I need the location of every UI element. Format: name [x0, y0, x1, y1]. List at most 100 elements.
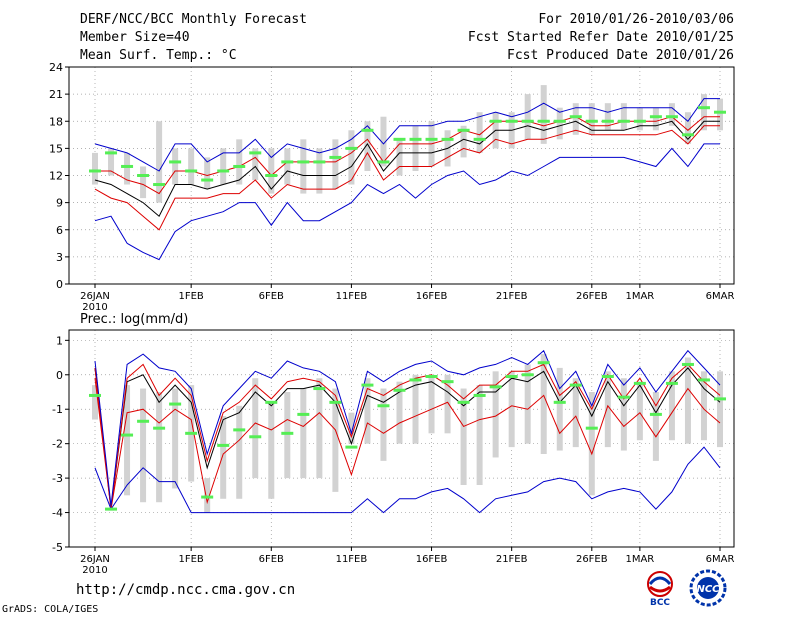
ensemble-box	[348, 412, 355, 444]
ensemble-box	[92, 152, 98, 185]
ensemble-box	[460, 388, 467, 485]
x-tick-label: 6FEB	[259, 291, 284, 302]
median-marker	[297, 412, 310, 416]
median-marker	[249, 151, 262, 155]
median-marker	[185, 431, 198, 435]
ensemble-box	[572, 103, 579, 135]
median-marker	[233, 428, 246, 432]
y-tick-label: 12	[49, 170, 63, 183]
ensemble-box	[204, 157, 211, 190]
grads-credit: GrADS: COLA/IGES	[2, 604, 99, 615]
median-marker	[505, 119, 518, 123]
ensemble-box	[92, 385, 98, 420]
median-marker	[457, 128, 470, 132]
median-marker	[313, 160, 326, 164]
median-marker	[169, 402, 182, 406]
maximum-line	[94, 349, 721, 506]
median-marker	[537, 119, 550, 123]
ensemble-box	[636, 381, 643, 441]
ensemble-box	[236, 139, 243, 185]
ensemble-box	[396, 381, 403, 444]
median-marker	[505, 375, 518, 378]
median-marker	[169, 160, 182, 164]
ensemble-box	[252, 378, 259, 479]
median-marker	[441, 380, 454, 384]
median-marker	[489, 385, 502, 389]
y-tick-label: 0	[56, 369, 63, 382]
median-marker	[217, 443, 230, 447]
bcc-logo-swirl-lower	[649, 585, 671, 593]
x-tick-label: 1FEB	[179, 291, 204, 302]
median-marker	[217, 169, 230, 173]
median-marker	[649, 412, 662, 416]
median-marker	[409, 137, 422, 141]
ensemble-box	[252, 148, 259, 181]
ensemble-box	[284, 392, 291, 479]
ensemble-box	[156, 121, 163, 203]
ensemble-box	[220, 416, 227, 499]
median-marker	[681, 362, 694, 366]
ensemble-box	[300, 388, 307, 479]
x-tick-label: 6MAR	[706, 554, 735, 565]
median-marker	[201, 178, 214, 182]
median-marker	[697, 106, 710, 110]
ensemble-box	[524, 94, 531, 140]
median-marker	[361, 128, 374, 132]
median-marker	[569, 383, 582, 387]
ensemble-box	[604, 103, 611, 131]
ensemble-box	[540, 85, 547, 144]
median-marker	[89, 169, 101, 173]
median-marker	[569, 115, 582, 119]
median-marker	[265, 174, 278, 177]
ensemble-box	[684, 112, 691, 144]
mean-plus-sd-line	[94, 363, 721, 510]
temperature-panel: 0 3 6 9 12 15 18 21 24 26JAN 1FEB 6FEB 11FEB 16FEB 21F…	[49, 61, 735, 313]
median-marker	[361, 383, 374, 387]
ensemble-box	[620, 378, 627, 451]
median-marker	[185, 169, 198, 173]
median-marker	[201, 495, 214, 499]
ensemble-box	[364, 121, 371, 171]
ensemble-box	[428, 374, 435, 434]
median-marker	[393, 388, 406, 392]
median-marker	[105, 151, 118, 155]
ensemble-box	[588, 103, 595, 135]
ensemble-box	[572, 378, 579, 448]
mean-minus-sd-line	[94, 378, 721, 510]
median-marker	[297, 160, 310, 164]
y-tick-label: -3	[52, 472, 63, 485]
website-link[interactable]: http://cmdp.ncc.cma.gov.cn	[76, 582, 296, 598]
ensemble-box	[556, 367, 563, 451]
bcc-logo-text: BCC	[650, 598, 670, 607]
median-marker	[665, 381, 678, 385]
ensemble-box	[668, 103, 675, 126]
median-marker	[425, 375, 438, 378]
median-marker	[281, 431, 294, 435]
median-marker	[345, 146, 358, 150]
ensemble-box	[717, 371, 723, 448]
ensemble-box	[652, 107, 659, 131]
y-tick-label: 18	[49, 115, 63, 128]
median-marker	[585, 426, 598, 430]
maximum-line	[94, 98, 720, 172]
precipitation-panel: -5 -4 -3 -2 -1 0 1 26JAN 1FEB 6FEB 11FEB 16FEB 21FEB…	[52, 329, 735, 576]
ncc-logo: NCC	[689, 569, 727, 607]
ensemble-box	[604, 371, 611, 448]
ensemble-box	[268, 402, 275, 499]
ensemble-box	[284, 148, 291, 185]
median-marker	[521, 119, 534, 123]
median-marker	[585, 119, 598, 123]
median-marker	[681, 133, 694, 137]
median-marker	[121, 433, 134, 437]
median-marker	[249, 435, 262, 439]
median-marker	[489, 119, 502, 123]
ensemble-box	[636, 107, 643, 131]
ensemble-box	[332, 139, 339, 190]
ensemble-box	[348, 130, 355, 185]
y-tick-label: -1	[52, 403, 63, 416]
ensemble-mean-line	[94, 367, 721, 510]
mean-minus-sd-line	[94, 125, 720, 231]
x-tick-label: 1MAR	[625, 554, 654, 565]
ensemble-box	[124, 152, 131, 185]
